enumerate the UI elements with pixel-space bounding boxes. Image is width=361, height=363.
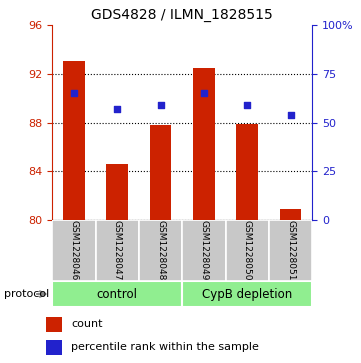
Bar — [63, 61, 85, 220]
Text: control: control — [97, 287, 138, 301]
Text: GSM1228048: GSM1228048 — [156, 220, 165, 281]
Text: percentile rank within the sample: percentile rank within the sample — [71, 342, 259, 352]
Point — [158, 102, 164, 108]
Bar — [182, 220, 226, 281]
Bar — [52, 281, 182, 307]
Bar — [46, 339, 62, 355]
Text: protocol: protocol — [4, 289, 49, 299]
Bar — [52, 220, 96, 281]
Text: GSM1228047: GSM1228047 — [113, 220, 122, 281]
Point — [114, 106, 120, 112]
Bar — [226, 220, 269, 281]
Bar — [46, 317, 62, 332]
Bar — [150, 125, 171, 220]
Title: GDS4828 / ILMN_1828515: GDS4828 / ILMN_1828515 — [91, 8, 273, 22]
Text: CypB depletion: CypB depletion — [202, 287, 292, 301]
Text: GSM1228051: GSM1228051 — [286, 220, 295, 281]
Bar — [269, 220, 312, 281]
Point — [244, 102, 250, 108]
Text: GSM1228046: GSM1228046 — [70, 220, 78, 281]
Text: count: count — [71, 319, 103, 330]
Bar — [96, 220, 139, 281]
Point — [71, 90, 77, 96]
Bar — [182, 281, 312, 307]
Text: GSM1228050: GSM1228050 — [243, 220, 252, 281]
Point — [201, 90, 207, 96]
Text: GSM1228049: GSM1228049 — [200, 220, 208, 281]
Bar — [139, 220, 182, 281]
Bar — [106, 164, 128, 220]
Bar — [236, 124, 258, 220]
Bar — [193, 68, 215, 220]
Point — [288, 112, 293, 118]
Bar — [280, 209, 301, 220]
